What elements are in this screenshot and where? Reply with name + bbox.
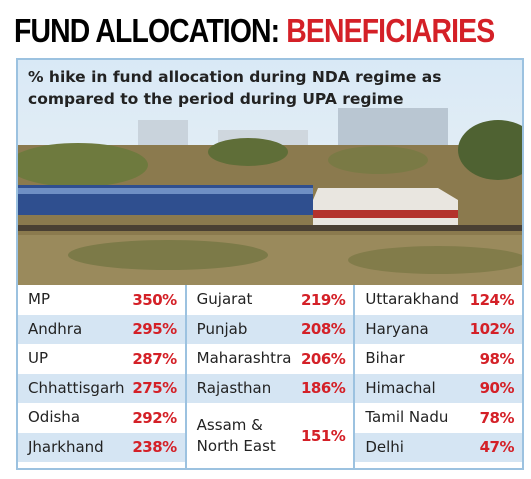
title: FUND ALLOCATION: BENEFICIARIES: [14, 12, 495, 50]
table-row: Punjab 208%: [186, 314, 354, 344]
hike-value: 151%: [301, 426, 346, 445]
table-row: Haryana 102%: [355, 314, 522, 344]
state-name: Punjab: [196, 319, 248, 338]
hike-value: 186%: [301, 379, 346, 398]
hike-value: 350%: [132, 290, 177, 309]
panel: % hike in fund allocation during NDA reg…: [16, 58, 524, 470]
table-row: Rajasthan 186%: [186, 373, 354, 403]
table-row: Uttarakhand 124%: [355, 285, 522, 315]
state-name: Himachal: [365, 378, 436, 397]
table-row: Assam & North East 151%: [187, 403, 354, 468]
state-name: Delhi: [365, 437, 404, 456]
state-name: Chhattisgarh: [28, 378, 125, 397]
table-row: Maharashtra 206%: [187, 344, 354, 374]
state-name: Uttarakhand: [365, 290, 460, 309]
state-name: UP: [28, 349, 49, 368]
state-name: MP: [28, 290, 50, 309]
hike-value: 90%: [479, 379, 515, 398]
state-name: Jharkhand: [28, 437, 104, 456]
state-name: Andhra: [28, 319, 83, 338]
state-name: Maharashtra: [196, 349, 292, 368]
table-row: Delhi 47%: [355, 432, 522, 462]
train-photo: [18, 60, 522, 285]
subtitle: % hike in fund allocation during NDA reg…: [28, 68, 442, 108]
table-row: MP 350%: [18, 285, 185, 315]
hike-value: 238%: [132, 438, 177, 457]
state-name: Haryana: [365, 319, 429, 338]
table-row: Tamil Nadu 78%: [355, 403, 522, 433]
hike-value: 98%: [479, 349, 515, 368]
table-column: MP 350% Andhra 295% UP 287% Chhattisgarh 275% Od…: [18, 285, 187, 468]
state-name: Assam & North East: [196, 415, 276, 455]
state-name: Gujarat: [196, 290, 253, 309]
title-text: FUND ALLOCATION:: [14, 12, 280, 49]
hike-value: 275%: [132, 379, 177, 398]
hike-value: 292%: [132, 408, 177, 427]
state-name: Tamil Nadu: [365, 408, 449, 427]
table-row: Bihar 98%: [355, 344, 522, 374]
hike-value: 78%: [479, 408, 515, 427]
table-row: Gujarat 219%: [187, 285, 354, 315]
table-row: Andhra 295%: [18, 314, 185, 344]
state-name: Bihar: [365, 349, 405, 368]
table-row: Odisha 292%: [18, 403, 185, 433]
hike-value: 124%: [469, 290, 515, 309]
hike-value: 47%: [479, 438, 515, 457]
hike-value: 102%: [469, 320, 515, 339]
table-row: Jharkhand 238%: [18, 432, 185, 462]
hike-value: 287%: [132, 349, 177, 368]
state-name: Odisha: [28, 408, 81, 427]
table-row: Himachal 90%: [355, 373, 522, 403]
hike-value: 206%: [301, 349, 346, 368]
table-column: Gujarat 219% Punjab 208% Maharashtra 206% Raja…: [186, 285, 356, 468]
state-name: Rajasthan: [196, 378, 272, 397]
table-column: Uttarakhand 124% Haryana 102% Bihar 98% Himach…: [355, 285, 522, 468]
hike-value: 219%: [301, 290, 346, 309]
table: MP 350% Andhra 295% UP 287% Chhattisgarh 275% Od…: [18, 285, 522, 468]
table-row: Chhattisgarh 275%: [18, 373, 185, 403]
title-highlight: BENEFICIARIES: [286, 12, 495, 49]
hike-value: 295%: [132, 320, 177, 339]
table-row: UP 287%: [18, 344, 185, 374]
hike-value: 208%: [301, 320, 346, 339]
